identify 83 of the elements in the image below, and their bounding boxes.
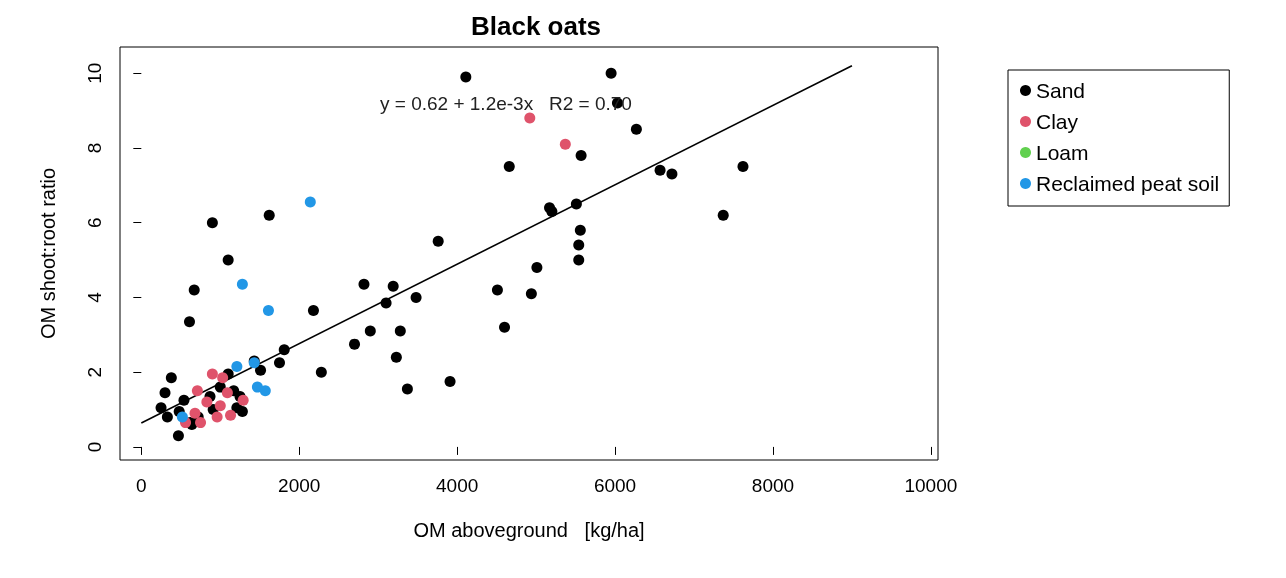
point — [573, 254, 585, 266]
point — [237, 394, 249, 406]
x-tick-label: 10000 — [904, 475, 958, 496]
point — [188, 284, 200, 296]
point — [717, 209, 729, 221]
point — [387, 280, 399, 292]
point — [358, 278, 370, 290]
point — [559, 138, 571, 150]
y-tick-label: 4 — [84, 291, 105, 303]
point — [172, 430, 184, 442]
point — [570, 198, 582, 210]
point — [231, 361, 243, 373]
point — [491, 284, 503, 296]
point — [524, 112, 536, 124]
point — [206, 217, 218, 229]
point — [236, 405, 248, 417]
point — [191, 385, 203, 397]
point — [165, 372, 177, 384]
y-tick-label: 6 — [84, 217, 105, 228]
x-tick-label: 4000 — [436, 475, 479, 496]
x-tick-label: 6000 — [593, 475, 637, 496]
y-tick-label: 10 — [84, 62, 105, 84]
point — [189, 407, 201, 419]
point — [503, 161, 515, 173]
point — [183, 316, 195, 328]
point — [574, 224, 586, 236]
point — [499, 321, 511, 333]
point — [525, 288, 537, 300]
point — [575, 149, 587, 161]
point — [217, 372, 229, 384]
point — [410, 291, 422, 303]
point — [178, 394, 190, 406]
point — [349, 338, 360, 350]
x-axis-title: OM aboveground [kg/ha] — [413, 519, 645, 541]
legend-label: Loam — [1036, 141, 1089, 164]
point — [654, 164, 666, 176]
y-axis-title: OM shoot:root ratio — [37, 167, 59, 340]
point — [255, 364, 267, 376]
point — [214, 400, 226, 412]
point — [263, 209, 275, 221]
point — [304, 196, 316, 208]
point — [307, 305, 319, 316]
point — [278, 344, 290, 356]
point — [315, 366, 327, 378]
point — [737, 161, 749, 173]
legend-label: Clay — [1036, 110, 1079, 133]
point — [161, 411, 173, 423]
point — [236, 278, 248, 290]
y-tick-label: 2 — [84, 366, 105, 378]
point — [531, 262, 543, 274]
x-tick-label: 0 — [136, 475, 147, 496]
point — [444, 376, 456, 388]
point — [225, 409, 237, 421]
point — [201, 396, 213, 408]
point — [401, 383, 413, 395]
chart-title: Black oats — [470, 11, 602, 41]
point — [630, 123, 642, 135]
point — [262, 305, 274, 316]
point — [159, 387, 171, 399]
legend-label: Sand — [1036, 79, 1086, 102]
point — [259, 385, 271, 397]
point — [666, 168, 678, 180]
point — [460, 71, 472, 83]
point — [364, 325, 376, 337]
point — [605, 67, 617, 79]
point — [394, 325, 406, 337]
point — [176, 411, 188, 423]
y-tick-label: 0 — [84, 441, 105, 453]
point — [432, 235, 444, 247]
point — [274, 357, 285, 369]
point — [155, 402, 167, 414]
point — [221, 387, 233, 399]
y-tick-label: 8 — [84, 142, 105, 154]
point — [380, 297, 392, 309]
legend-label: Reclaimed peat soil — [1036, 172, 1220, 195]
x-tick-label: 8000 — [751, 475, 795, 496]
point — [195, 417, 207, 429]
x-tick-label: 2000 — [278, 475, 321, 496]
point — [222, 254, 234, 266]
point — [573, 239, 585, 251]
point — [211, 411, 223, 423]
point — [390, 351, 402, 363]
point — [206, 368, 218, 380]
